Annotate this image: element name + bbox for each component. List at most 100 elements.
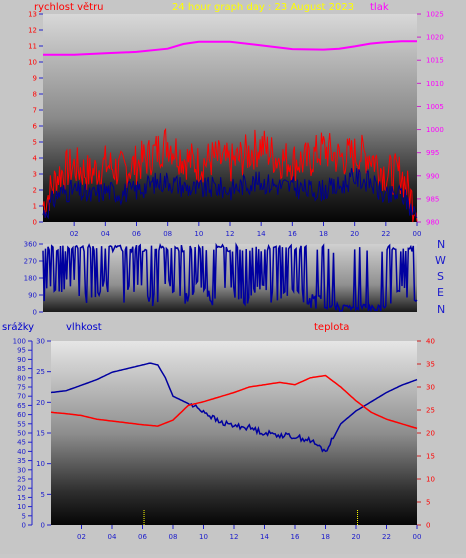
rain-y-tick-label: 70 <box>17 393 26 401</box>
pressure-y-tick-label: 1005 <box>426 103 444 111</box>
pressure-label: tlak <box>370 2 389 13</box>
compass-s: S <box>437 270 444 283</box>
bottom-x-tick-label: 20 <box>352 533 361 541</box>
compass-n-top: N <box>437 238 445 251</box>
humidity-y-tick-label: 10 <box>36 460 45 468</box>
wind-x-tick-label: 14 <box>257 230 266 238</box>
rain-y-tick-label: 5 <box>22 512 26 520</box>
wind-y-tick-label: 6 <box>33 123 38 131</box>
compass-w: W <box>435 254 446 267</box>
bottom-x-tick-label: 16 <box>291 533 300 541</box>
rain-y-tick-label: 45 <box>17 439 26 447</box>
wind-y-tick-label: 2 <box>33 187 37 195</box>
temperature-y-tick-label: 10 <box>426 476 435 484</box>
wind-y-tick-label: 13 <box>28 11 37 19</box>
chart-title: 24 hour graph day : 23 August 2023 <box>172 2 354 13</box>
wind-x-tick-label: 18 <box>319 230 328 238</box>
wind-y-tick-label: 4 <box>33 155 38 163</box>
rain-y-tick-label: 65 <box>17 402 26 410</box>
wind-x-tick-label: 06 <box>132 230 141 238</box>
humidity-y-tick-label: 20 <box>36 399 45 407</box>
wind-speed-label: rychlost větru <box>34 1 104 13</box>
humidity-line <box>50 362 418 453</box>
pressure-y-tick-label: 1015 <box>426 57 444 65</box>
pressure-y-tick-label: 995 <box>426 149 439 157</box>
bottom-x-tick-label: 04 <box>108 533 117 541</box>
bottom-x-tick-label: 00 <box>413 533 422 541</box>
temperature-y-tick-label: 30 <box>426 384 435 392</box>
rain-y-tick-label: 50 <box>17 430 26 438</box>
wind-x-tick-label: 12 <box>226 230 235 238</box>
bottom-x-tick-label: 02 <box>77 533 86 541</box>
rain-y-tick-label: 55 <box>17 420 26 428</box>
pressure-y-tick-label: 980 <box>426 219 439 227</box>
bottom-x-tick-label: 10 <box>199 533 208 541</box>
pressure-y-tick-label: 1025 <box>426 11 444 19</box>
pressure-y-tick-label: 1010 <box>426 80 444 88</box>
temperature-y-tick-label: 20 <box>426 430 435 438</box>
wind-y-tick-label: 0 <box>33 219 37 227</box>
rain-y-tick-label: 75 <box>17 384 26 392</box>
wind-x-tick-label: 10 <box>194 230 203 238</box>
rain-y-tick-label: 95 <box>17 347 26 355</box>
pressure-y-tick-label: 1020 <box>426 34 444 42</box>
temperature-y-tick-label: 25 <box>426 407 435 415</box>
wind-x-tick-label: 20 <box>350 230 359 238</box>
pressure-y-tick-label: 990 <box>426 172 439 180</box>
pressure-y-tick-label: 1000 <box>426 126 444 134</box>
bottom-x-tick-label: 14 <box>260 533 269 541</box>
rain-y-tick-label: 60 <box>17 411 26 419</box>
wind-y-tick-label: 7 <box>33 107 37 115</box>
compass-e: E <box>437 286 444 299</box>
wind-y-tick-label: 11 <box>28 43 37 51</box>
direction-y-tick-label: 270 <box>24 258 37 266</box>
bottom-x-tick-label: 18 <box>321 533 330 541</box>
wind-y-tick-label: 3 <box>33 171 37 179</box>
wind-y-tick-label: 9 <box>33 75 37 83</box>
pressure-line <box>43 40 417 56</box>
wind-gust-line <box>42 127 418 223</box>
wind-x-tick-label: 22 <box>381 230 390 238</box>
direction-y-tick-label: 180 <box>24 275 37 283</box>
temperature-line <box>50 374 418 430</box>
wind-y-tick-label: 1 <box>33 203 37 211</box>
bottom-x-tick-label: 22 <box>382 533 391 541</box>
bottom-x-tick-label: 08 <box>169 533 178 541</box>
rain-y-tick-label: 90 <box>17 356 26 364</box>
rain-y-tick-label: 35 <box>17 457 26 465</box>
rain-y-tick-label: 20 <box>17 485 26 493</box>
temperature-label: teplota <box>314 322 349 333</box>
rain-y-tick-label: 0 <box>22 522 26 530</box>
humidity-y-tick-label: 0 <box>41 522 45 530</box>
humidity-y-tick-label: 25 <box>36 368 45 376</box>
rain-y-tick-label: 40 <box>17 448 26 456</box>
rain-label: srážky <box>2 321 34 333</box>
humidity-label: vlhkost <box>66 322 102 333</box>
wind-x-tick-label: 00 <box>413 230 422 238</box>
wind-direction-chart: 0 90 180 270 360 <box>24 241 418 317</box>
temperature-y-tick-label: 5 <box>426 499 430 507</box>
wind-y-tick-label: 5 <box>33 139 37 147</box>
rain-y-tick-label: 80 <box>17 374 26 382</box>
rain-y-tick-label: 100 <box>13 338 26 346</box>
temperature-y-tick-label: 15 <box>426 453 435 461</box>
compass-n-bottom: N <box>437 303 445 316</box>
humidity-y-tick-label: 30 <box>36 338 45 346</box>
rain-y-tick-label: 10 <box>17 503 26 511</box>
wind-y-tick-label: 8 <box>33 91 37 99</box>
rain-y-tick-label: 25 <box>17 476 26 484</box>
rain-y-tick-label: 85 <box>17 365 26 373</box>
temperature-y-tick-label: 0 <box>426 522 430 530</box>
wind-y-tick-label: 12 <box>28 27 37 35</box>
temperature-y-tick-label: 40 <box>426 338 435 346</box>
rain-y-tick-label: 30 <box>17 466 26 474</box>
wind-y-tick-label: 10 <box>28 59 37 67</box>
rain-y-tick-label: 15 <box>17 494 26 502</box>
direction-y-tick-label: 360 <box>24 241 37 249</box>
wind-direction-line <box>42 242 418 313</box>
humidity-temperature-chart: 0510152025303540455055606570758085909510… <box>13 338 435 542</box>
wind-average-line <box>42 168 418 220</box>
temperature-y-tick-label: 35 <box>426 361 435 369</box>
